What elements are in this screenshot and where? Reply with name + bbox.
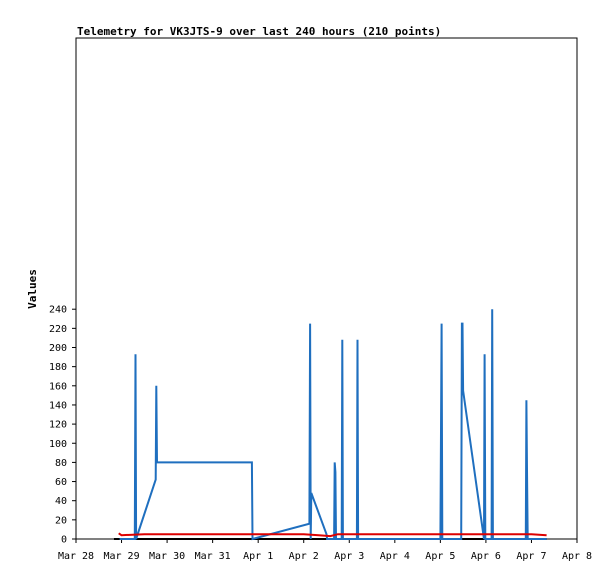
plot-frame [75, 37, 578, 540]
y-tick-label: 20 [55, 515, 67, 526]
y-tick-label: 160 [49, 381, 67, 392]
y-tick-label: 140 [49, 400, 67, 411]
x-tick-label: Mar 29 [103, 551, 139, 562]
y-tick-label: 120 [49, 420, 67, 431]
y-tick-label: 0 [61, 535, 67, 546]
x-tick-label: Mar 30 [149, 551, 185, 562]
x-tick-label: Apr 5 [425, 551, 455, 562]
y-tick-label: 60 [55, 477, 67, 488]
series-line-red [118, 532, 547, 538]
chart-title: Telemetry for VK3JTS-9 over last 240 hou… [77, 25, 441, 38]
y-tick-label: 220 [49, 324, 67, 335]
y-axis-label: Values [26, 269, 39, 309]
y-tick-label: 80 [55, 458, 67, 469]
y-tick-label: 180 [49, 362, 67, 373]
x-tick-label: Mar 28 [58, 551, 94, 562]
y-axis: 0 20 40 60 80 100 120 140 160 180 200 220 240 [49, 305, 76, 546]
x-tick-label: Apr 4 [380, 551, 410, 562]
x-tick-label: Apr 7 [516, 551, 546, 562]
x-tick-label: Apr 6 [471, 551, 501, 562]
y-tick-label: 100 [49, 439, 67, 450]
x-tick-label: Apr 8 [562, 551, 592, 562]
y-tick-label: 40 [55, 496, 67, 507]
x-tick-label: Apr 1 [243, 551, 273, 562]
x-axis: Mar 28 Mar 29 Mar 30 Mar 31 Apr 1 Apr 2 Apr 3 A… [58, 539, 592, 562]
y-tick-label: 240 [49, 305, 67, 316]
x-tick-label: Apr 3 [334, 551, 364, 562]
x-tick-label: Apr 2 [289, 551, 319, 562]
y-tick-label: 200 [49, 343, 67, 354]
series-layer [113, 309, 547, 541]
x-tick-label: Mar 31 [195, 551, 231, 562]
series-line-blue [119, 309, 547, 541]
